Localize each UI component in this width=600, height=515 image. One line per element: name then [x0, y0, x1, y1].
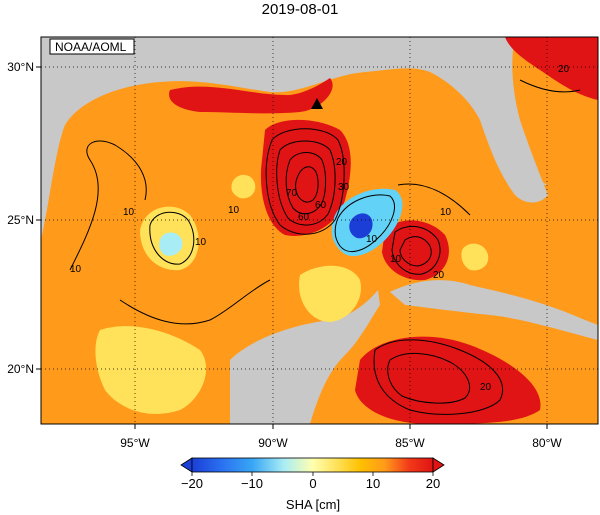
colorbar-tick-label: 20 [426, 476, 440, 491]
contour-label: 10 [123, 207, 135, 218]
lat-tick-label: 30°N [7, 60, 34, 74]
colorbar-tick-label: −10 [241, 476, 263, 491]
contour-label: 10 [70, 264, 82, 275]
tick-marks [36, 66, 548, 429]
florida-land [430, 37, 548, 203]
colorbar-bar [191, 457, 434, 473]
yucatan-land [230, 290, 380, 424]
colorbar-label: SHA [cm] [286, 497, 340, 512]
contour-label-group: 10 10 10 10 10 20 30 60 60 70 20 10 20 2… [70, 64, 570, 393]
contour-label: 20 [336, 157, 348, 168]
south-central-cool-area [299, 265, 361, 322]
contour-label: 10 [440, 207, 452, 218]
lon-tick-label: 80°W [532, 436, 562, 450]
contour-label: 30 [338, 182, 350, 193]
contour-label: 10 [195, 237, 207, 248]
contour-label: 20 [558, 64, 570, 75]
source-label-box [49, 38, 135, 55]
lon-tick-label: 95°W [120, 436, 150, 450]
lat-tick-label: 20°N [7, 362, 34, 376]
contour-label: 20 [433, 270, 445, 281]
cuba-land [390, 280, 598, 340]
map-frame [40, 36, 599, 425]
lon-tick-label: 85°W [395, 436, 425, 450]
colorbar-low-arrow [180, 457, 193, 473]
contour-lines [69, 79, 581, 415]
colorbar-tick-label: 0 [309, 476, 316, 491]
colorbar-tick-label: 10 [366, 476, 380, 491]
map-title: 2019-08-01 [261, 1, 339, 18]
cyclonic-eddy-core [349, 213, 373, 239]
gulf-ocean [41, 68, 598, 424]
southwest-cool-area [95, 326, 207, 414]
contour-label: 10 [390, 254, 402, 265]
northern-warm-band [169, 78, 333, 114]
colorbar-high-arrow [432, 457, 445, 473]
atlantic-warm-strip [505, 37, 598, 100]
contour-label: 10 [228, 205, 240, 216]
contour-label: 70 [286, 188, 298, 199]
source-label: NOAA/AOML [55, 40, 127, 54]
triangle-marker [311, 98, 323, 109]
lon-tick-label: 90°W [258, 436, 288, 450]
western-cool-core [159, 232, 183, 256]
contour-label: 20 [480, 382, 492, 393]
colorbar: −20 −10 0 10 20 SHA [cm] [180, 457, 445, 512]
colorbar-ticks [191, 472, 434, 476]
east-yellow-eddy [461, 243, 489, 271]
southern-warm-eddy [355, 336, 541, 424]
colorbar-tick-label: −20 [181, 476, 203, 491]
lat-tick-label: 25°N [7, 213, 34, 227]
gridlines [41, 37, 598, 424]
contour-label: 60 [298, 212, 310, 223]
contour-label: 60 [315, 200, 327, 211]
contour-label: 10 [366, 234, 378, 245]
small-yellow-eddy [231, 174, 256, 199]
